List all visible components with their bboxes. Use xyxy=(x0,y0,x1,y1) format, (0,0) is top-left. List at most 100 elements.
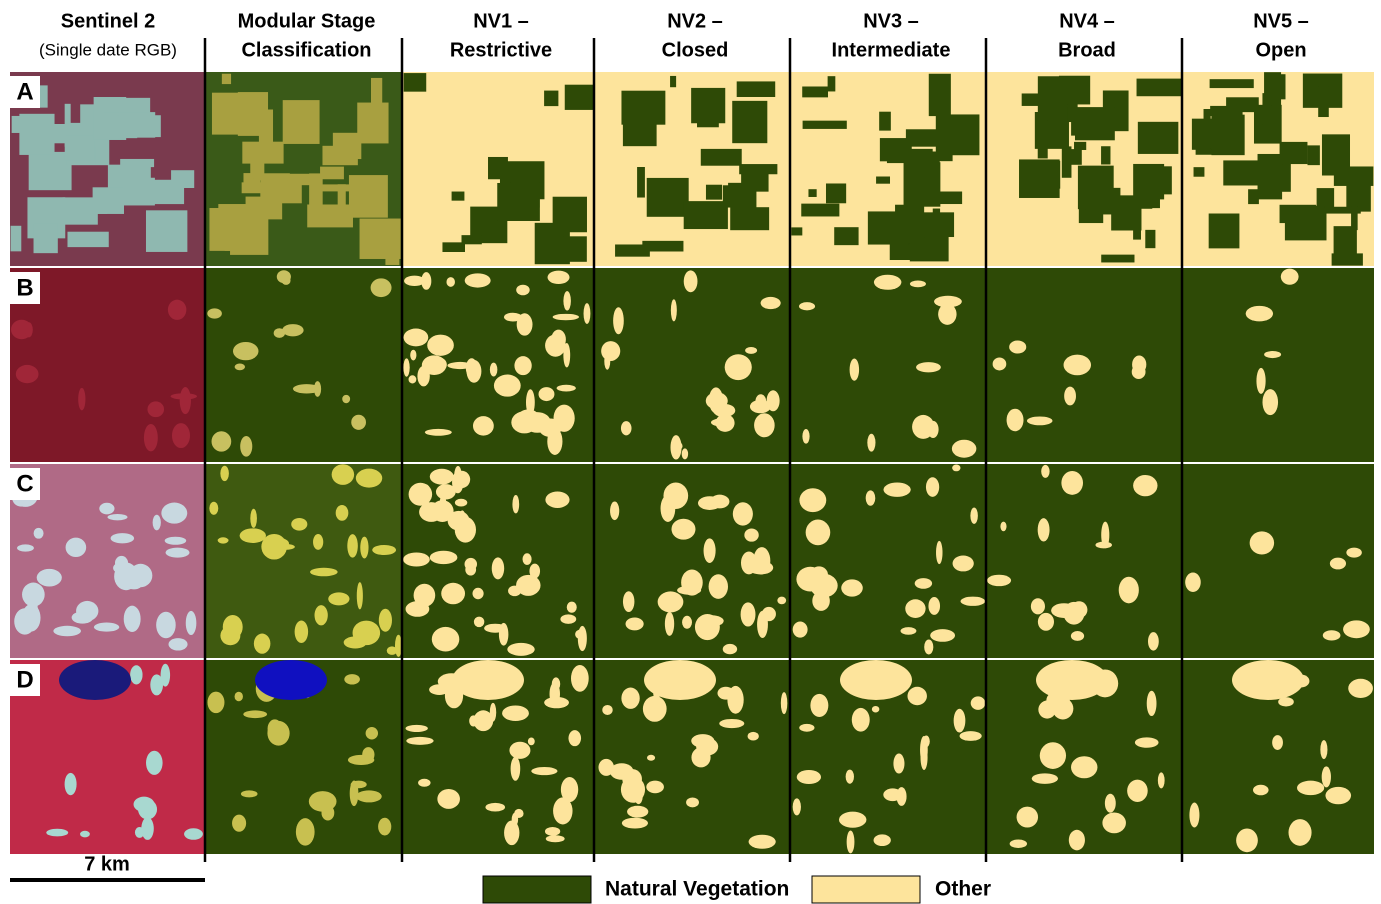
image-patch xyxy=(168,638,188,651)
image-cell xyxy=(791,72,986,266)
image-patch xyxy=(282,100,320,144)
image-patch xyxy=(563,236,587,262)
image-patch xyxy=(1131,364,1146,380)
image-patch xyxy=(670,435,682,460)
image-patch xyxy=(700,148,742,166)
image-patch xyxy=(64,140,95,161)
image-patch xyxy=(160,663,171,687)
image-patch xyxy=(435,484,456,500)
image-patch xyxy=(104,97,151,113)
image-patch xyxy=(295,818,315,846)
image-patch xyxy=(724,354,752,381)
image-patch xyxy=(553,404,575,432)
image-patch xyxy=(925,477,940,497)
image-patch xyxy=(133,796,155,813)
image-patch xyxy=(938,303,957,325)
image-patch xyxy=(682,615,693,629)
image-patch xyxy=(308,791,337,812)
column-subheader: Broad xyxy=(1058,39,1116,61)
image-patch xyxy=(717,686,735,700)
image-patch xyxy=(538,387,555,402)
image-patch xyxy=(1280,268,1299,285)
image-patch xyxy=(1264,351,1282,359)
image-patch xyxy=(556,384,576,392)
image-patch xyxy=(953,708,966,733)
image-patch xyxy=(1077,165,1114,210)
image-patch xyxy=(730,207,770,231)
image-patch xyxy=(1316,188,1335,211)
image-patch xyxy=(1157,772,1165,789)
image-patch xyxy=(1279,141,1308,165)
image-patch xyxy=(1071,756,1098,779)
image-patch xyxy=(378,608,392,632)
image-patch xyxy=(621,687,640,709)
image-patch xyxy=(1009,340,1027,354)
image-patch xyxy=(1037,118,1048,159)
column-header: NV2 – xyxy=(667,10,723,32)
image-patch xyxy=(664,611,675,636)
image-patch xyxy=(1026,416,1053,426)
image-cell xyxy=(206,464,402,658)
image-patch xyxy=(922,735,930,748)
image-patch xyxy=(691,747,711,768)
image-patch xyxy=(516,313,533,336)
image-patch xyxy=(739,164,778,175)
image-patch xyxy=(93,622,120,632)
row-label: A xyxy=(16,78,33,105)
image-patch xyxy=(1262,389,1279,416)
image-patch xyxy=(1058,75,1091,105)
image-patch xyxy=(46,828,69,837)
image-patch xyxy=(845,769,854,784)
image-patch xyxy=(1037,518,1050,542)
image-patch xyxy=(610,501,620,521)
image-patch xyxy=(331,464,355,485)
image-patch xyxy=(150,674,164,696)
image-patch xyxy=(736,81,776,97)
image-patch xyxy=(1063,354,1092,376)
image-patch xyxy=(825,183,847,204)
image-patch xyxy=(749,399,771,414)
image-patch xyxy=(810,573,838,598)
image-patch xyxy=(622,591,635,612)
row-label: C xyxy=(16,470,33,497)
image-patch xyxy=(282,324,304,337)
image-patch xyxy=(760,296,781,310)
image-patch xyxy=(1061,146,1072,178)
image-patch xyxy=(146,750,163,775)
image-patch xyxy=(10,225,22,252)
image-patch xyxy=(928,597,941,615)
image-patch xyxy=(827,76,836,92)
lake xyxy=(1036,660,1108,700)
image-patch xyxy=(1061,470,1084,495)
image-patch xyxy=(24,322,33,338)
image-patch xyxy=(120,158,155,168)
image-patch xyxy=(404,275,425,287)
image-patch xyxy=(53,625,81,637)
image-patch xyxy=(92,187,124,214)
image-patch xyxy=(179,387,191,415)
image-patch xyxy=(1329,557,1347,570)
image-patch xyxy=(705,184,722,200)
image-patch xyxy=(1321,766,1331,788)
image-cell xyxy=(595,72,790,266)
image-patch xyxy=(497,182,540,221)
image-patch xyxy=(571,664,589,692)
image-patch xyxy=(1136,78,1182,97)
image-patch xyxy=(604,352,611,370)
image-patch xyxy=(871,705,880,713)
image-patch xyxy=(766,390,780,412)
image-patch xyxy=(1037,612,1055,631)
image-patch xyxy=(622,768,642,790)
image-cell xyxy=(403,268,594,462)
image-patch xyxy=(451,191,465,201)
column-subheader: (Single date RGB) xyxy=(39,40,177,59)
image-patch xyxy=(253,173,290,181)
image-cell xyxy=(595,464,790,658)
image-patch xyxy=(429,684,450,695)
image-patch xyxy=(241,182,268,194)
lake xyxy=(59,660,131,700)
column-subheader: Open xyxy=(1255,39,1306,61)
image-cell xyxy=(1183,268,1374,462)
image-patch xyxy=(1321,206,1361,214)
image-patch xyxy=(799,488,827,513)
